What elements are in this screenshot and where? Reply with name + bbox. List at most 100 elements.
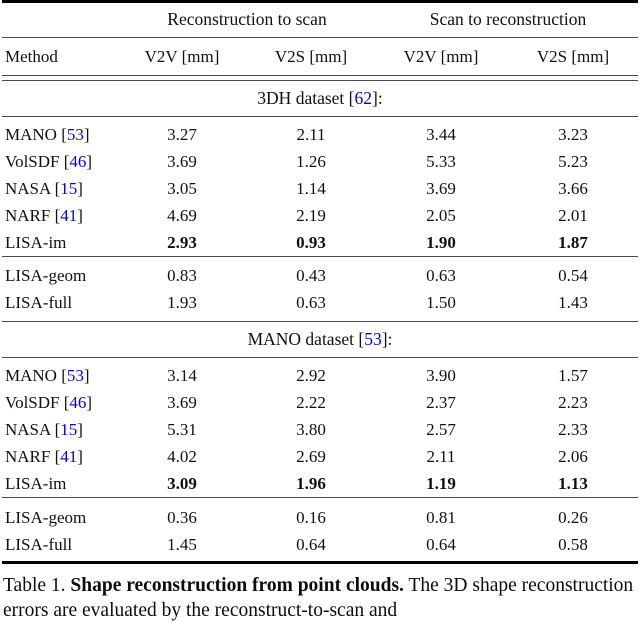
section-header-3dh-dataset: 3DH dataset [62]: [0,81,640,116]
citation-link[interactable]: 46 [69,393,87,412]
citation-link[interactable]: 15 [60,179,78,198]
value-cell: 3.23 [558,125,588,144]
table-caption: Table 1. Shape reconstruction from point… [3,573,637,623]
value-cell: 3.44 [426,125,456,144]
column-header-v2v-2: V2V [mm] [403,47,479,66]
method-label: MANO [ [5,125,67,144]
section-header-mano-dataset: MANO dataset [53]: [0,322,640,357]
value-cell: 3.80 [296,420,326,439]
column-header-v2s-2: V2S [mm] [536,47,610,66]
method-cell: NARF [41] [0,207,118,224]
method-cell: LISA-geom [0,267,118,284]
value-cell: 3.69 [167,393,197,412]
table-top-rule [2,0,638,3]
method-label: NASA [ [5,179,61,198]
value-cell: 0.64 [426,535,456,554]
citation-link[interactable]: 15 [60,420,78,439]
value-cell: 1.93 [167,293,197,312]
value-cell: 1.57 [558,366,588,385]
value-cell: 2.05 [426,206,456,225]
rule-double-divider [2,75,638,81]
method-label: VolSDF [ [5,152,70,171]
method-cell: LISA-geom [0,509,118,526]
value-cell: 3.27 [167,125,197,144]
value-cell: 0.58 [558,535,588,554]
value-cell: 0.63 [296,293,326,312]
citation-link[interactable]: 53 [364,329,382,349]
value-cell: 0.26 [558,508,588,527]
group-header-reconstruction-to-scan: Reconstruction to scan [167,9,327,30]
method-label-close: ] [83,366,90,385]
section-title-text: 3DH dataset [ [257,88,355,108]
method-label: LISA-geom [5,266,87,285]
rule-divider [2,256,638,257]
group-header-scan-to-reconstruction: Scan to reconstruction [429,9,587,30]
value-cell: 3.69 [167,152,197,171]
method-cell: LISA-full [0,536,118,553]
citation-link[interactable]: 53 [66,366,84,385]
value-cell: 4.69 [167,206,197,225]
method-cell: MANO [53] [0,126,118,143]
method-label: LISA-geom [5,508,87,527]
value-cell: 1.90 [426,233,456,252]
section-title-close: ]: [381,329,393,349]
value-cell: 1.50 [426,293,456,312]
value-cell: 0.36 [167,508,197,527]
value-cell: 0.16 [296,508,326,527]
value-cell: 1.45 [167,535,197,554]
method-label: MANO [ [5,366,67,385]
citation-link[interactable]: 41 [60,447,78,466]
column-header-method: Method [5,47,58,66]
value-cell: 2.19 [296,206,326,225]
value-cell: 0.83 [167,266,197,285]
table-row-lisa-full: LISA-full 1.45 0.64 0.64 0.58 [0,531,640,558]
value-cell: 1.87 [558,233,588,252]
value-cell: 2.01 [558,206,588,225]
table-row-narf: NARF [41] 4.02 2.69 2.11 2.06 [0,443,640,470]
value-cell: 0.54 [558,266,588,285]
value-cell: 2.11 [296,125,326,144]
value-cell: 0.43 [296,266,326,285]
method-label-close: ] [86,152,93,171]
citation-link[interactable]: 41 [60,206,78,225]
method-label: NARF [ [5,447,61,466]
rule-divider [2,321,638,322]
value-cell: 3.90 [426,366,456,385]
citation-link[interactable]: 62 [354,88,373,108]
table-row-mano: MANO [53] 3.27 2.11 3.44 3.23 [0,121,640,148]
value-cell: 2.57 [426,420,456,439]
rule-divider [2,357,638,358]
value-cell: 2.11 [426,447,456,466]
method-label-close: ] [86,393,93,412]
method-label-close: ] [77,420,83,439]
method-cell: VolSDF [46] [0,394,118,411]
value-cell: 4.02 [167,447,197,466]
value-cell: 0.93 [296,233,326,252]
value-cell: 5.23 [558,152,588,171]
section-title-close: ]: [372,88,383,108]
method-cell: NARF [41] [0,448,118,465]
table-row-volsdf: VolSDF [46] 3.69 2.22 2.37 2.23 [0,389,640,416]
value-cell: 2.93 [167,233,197,252]
table-row-narf: NARF [41] 4.69 2.19 2.05 2.01 [0,202,640,229]
method-label-close: ] [77,179,83,198]
value-cell: 3.69 [426,179,456,198]
value-cell: 3.05 [167,179,197,198]
value-cell: 1.14 [296,179,326,198]
column-header-v2s-1: V2S [mm] [274,47,348,66]
value-cell: 0.63 [426,266,456,285]
citation-link[interactable]: 46 [69,152,87,171]
table-row-mano: MANO [53] 3.14 2.92 3.90 1.57 [0,362,640,389]
table-row-nasa: NASA [15] 3.05 1.14 3.69 3.66 [0,175,640,202]
table-row-lisa-full: LISA-full 1.93 0.63 1.50 1.43 [0,289,640,316]
table-row-lisa-geom: LISA-geom 0.36 0.16 0.81 0.26 [0,504,640,531]
value-cell: 2.06 [558,447,588,466]
group-header-row: Reconstruction to scan Scan to reconstru… [0,3,640,37]
value-cell: 3.09 [167,474,197,493]
citation-link[interactable]: 53 [66,125,84,144]
value-cell: 0.64 [296,535,326,554]
method-label: LISA-full [5,293,73,312]
method-label: LISA-im [5,233,67,252]
method-cell: VolSDF [46] [0,153,118,170]
method-cell: MANO [53] [0,367,118,384]
